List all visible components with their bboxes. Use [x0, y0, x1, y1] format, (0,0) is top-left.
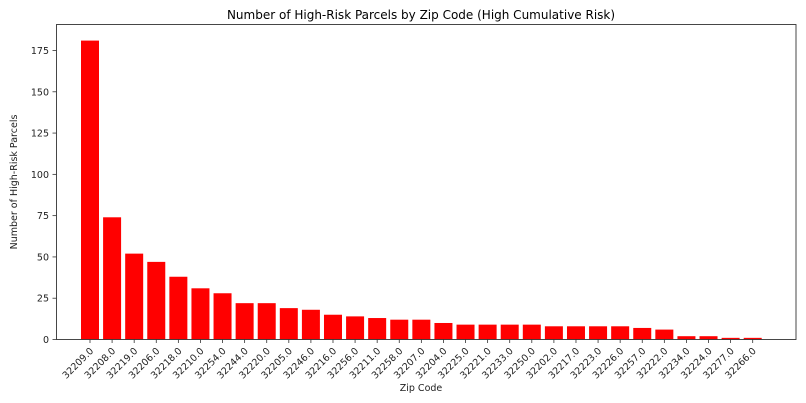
- bar-32258.0: [390, 319, 409, 340]
- bar-32220.0: [257, 303, 276, 340]
- bar-32209.0: [81, 40, 99, 340]
- bar-32202.0: [544, 326, 563, 340]
- bar-32246.0: [301, 309, 320, 340]
- bar-32225.0: [456, 324, 475, 340]
- bar-32221.0: [478, 324, 497, 340]
- bar-32226.0: [611, 326, 630, 340]
- bar-32234.0: [677, 336, 696, 340]
- x-axis-label: Zip Code: [400, 383, 443, 394]
- y-tick-label: 175: [31, 46, 49, 57]
- bar-32207.0: [412, 319, 431, 340]
- y-axis: 0 25 50 75 100 125 150 175: [31, 46, 57, 346]
- y-tick-label: 25: [37, 294, 49, 305]
- bar-32216.0: [323, 314, 342, 340]
- bar-32233.0: [500, 324, 519, 340]
- bar-32250.0: [522, 324, 541, 340]
- bar-32223.0: [589, 326, 608, 340]
- bar-32256.0: [346, 316, 365, 340]
- bar-32266.0: [743, 337, 762, 340]
- bars-group: [81, 40, 762, 340]
- bar-32210.0: [191, 288, 210, 340]
- bar-32254.0: [213, 293, 232, 340]
- bar-32219.0: [125, 253, 144, 340]
- y-tick-label: 125: [31, 129, 49, 140]
- y-axis-label: Number of High-Risk Parcels: [9, 115, 20, 250]
- y-tick-label: 100: [31, 170, 49, 181]
- x-axis: 32209.032208.032219.032206.032218.032210…: [61, 339, 759, 381]
- bar-32211.0: [368, 318, 387, 340]
- bar-32204.0: [434, 322, 453, 340]
- bar-32244.0: [235, 303, 254, 340]
- y-tick-label: 0: [43, 335, 49, 346]
- y-tick-label: 75: [37, 211, 49, 222]
- bar-32218.0: [169, 276, 188, 340]
- bar-32206.0: [147, 261, 166, 340]
- bar-32277.0: [721, 337, 740, 340]
- bar-32222.0: [655, 329, 674, 340]
- y-tick-label: 150: [31, 87, 49, 98]
- bar-32208.0: [103, 217, 122, 340]
- bar-32224.0: [699, 336, 718, 340]
- chart-title: Number of High-Risk Parcels by Zip Code …: [227, 8, 615, 22]
- plot-frame: [56, 24, 797, 340]
- bar-32257.0: [633, 327, 652, 340]
- bar-32205.0: [279, 308, 298, 340]
- bar-32217.0: [566, 326, 585, 340]
- y-tick-label: 50: [37, 252, 49, 263]
